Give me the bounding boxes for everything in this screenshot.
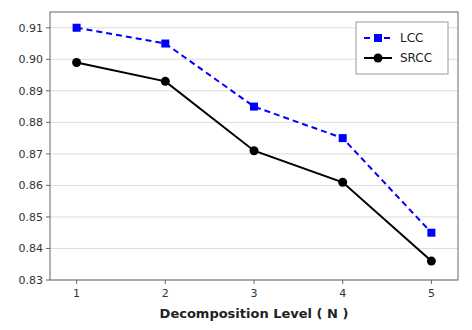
point [161,40,169,48]
x-tick [431,280,432,284]
y-tick [46,27,50,28]
series-line [77,62,432,261]
y-tick-label: 0.88 [19,116,44,129]
y-tick-label: 0.87 [19,148,44,161]
y-tick [46,280,50,281]
x-tick [165,280,166,284]
marks [72,24,436,266]
y-tick [46,90,50,91]
x-tick-label: 1 [73,287,80,300]
point [427,257,436,266]
x-tick-label: 3 [251,287,258,300]
legend-marker [374,34,382,42]
legend-label: LCC [400,31,423,45]
legend-marker [374,54,383,63]
y-tick-label: 0.89 [19,85,44,98]
plot-frame [50,12,458,280]
x-tick-label: 5 [428,287,435,300]
x-tick-label: 4 [339,287,346,300]
y-tick [46,122,50,123]
grid-line [50,216,458,217]
x-tick [254,280,255,284]
point [250,146,259,155]
background [0,0,472,330]
point [338,178,347,187]
x-tick-label: 2 [162,287,169,300]
y-tick [46,59,50,60]
grid-line [50,185,458,186]
y-tick [46,153,50,154]
point [427,229,435,237]
series-line [77,28,432,233]
point [161,77,170,86]
y-tick-label: 0.83 [19,274,44,287]
legend-box [356,22,448,74]
x-axis-label: Decomposition Level ( N ) [160,306,349,321]
grid-line [50,122,458,123]
y-tick [46,248,50,249]
legend: LCC SRCC [356,22,448,74]
point [339,134,347,142]
y-tick [46,216,50,217]
point [250,103,258,111]
x-tick [342,280,343,284]
grid-line [50,90,458,91]
y-tick-label: 0.84 [19,242,44,255]
y-tick-label: 0.90 [19,53,44,66]
point [72,58,81,67]
axes: 0.83 0.84 0.85 0.86 0.87 0.88 0.89 0.90 0.91 1 2 3 4… [19,12,459,300]
chart: 0.83 0.84 0.85 0.86 0.87 0.88 0.89 0.90 0.91 1 2 3 4… [0,0,472,330]
y-tick-label: 0.86 [19,179,44,192]
y-tick-label: 0.91 [19,22,44,35]
legend-label: SRCC [400,51,432,65]
grid-line [50,248,458,249]
x-tick [76,280,77,284]
point [73,24,81,32]
y-tick-label: 0.85 [19,211,44,224]
y-tick [46,185,50,186]
